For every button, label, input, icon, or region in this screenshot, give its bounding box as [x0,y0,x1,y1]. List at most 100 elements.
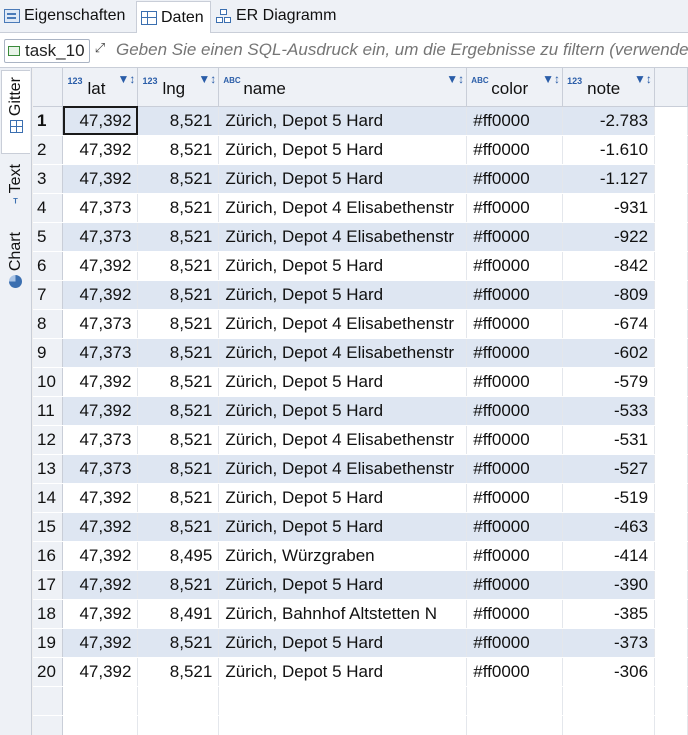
grid-cell-color[interactable]: #ff0000 [466,338,564,368]
tab-daten[interactable]: Daten [136,1,211,33]
grid-cell-lat[interactable]: 47,392 [62,135,139,165]
grid-cell-name[interactable]: Zürich, Depot 5 Hard [218,251,468,281]
grid-cell-lng[interactable]: 8,521 [137,396,220,426]
grid-cell-color[interactable]: #ff0000 [466,222,564,252]
grid-cell-note[interactable]: -519 [562,483,656,513]
table-row[interactable]: 16 47,392 8,495 Zürich, Würzgraben #ff0000 -4… [33,541,688,571]
filter-sort-icon[interactable]: ▼↕ [446,72,465,86]
grid-cell-name[interactable]: Zürich, Depot 4 Elisabethenstr [218,222,468,252]
grid-cell-lat[interactable]: 47,373 [62,193,139,223]
grid-cell-lng[interactable]: 8,521 [137,280,220,310]
grid-cell-lng[interactable]: 8,521 [137,454,220,484]
grid-cell-note[interactable]: -809 [562,280,656,310]
grid-cell-lat[interactable]: 47,392 [62,657,139,687]
filter-sort-icon[interactable]: ▼↕ [634,72,652,86]
grid-cell-note[interactable]: -1.610 [562,135,656,165]
row-number[interactable]: 9 [33,338,64,368]
grid-cell-name[interactable]: Zürich, Depot 5 Hard [218,512,468,542]
grid-cell-name[interactable]: Zürich, Depot 5 Hard [218,657,468,687]
grid-cell-lng[interactable]: 8,521 [137,222,220,252]
filter-sort-icon[interactable]: ▼↕ [542,72,561,86]
grid-cell-color[interactable]: #ff0000 [466,106,564,136]
grid-cell-lng[interactable]: 8,521 [137,483,220,513]
grid-cell-lng[interactable]: 8,521 [137,657,220,687]
grid-cell-lng[interactable]: 8,521 [137,425,220,455]
grid-cell-lng[interactable]: 8,491 [137,599,220,629]
row-number[interactable]: 13 [33,454,64,484]
grid-cell-lat[interactable]: 47,392 [62,396,139,426]
column-header-note[interactable]: 123 note ▼↕ [562,68,656,107]
grid-cell-note[interactable]: -1.127 [562,164,656,194]
row-number[interactable]: 20 [33,657,64,687]
row-number[interactable]: 8 [33,309,64,339]
grid-cell-lat[interactable]: 47,392 [62,628,139,658]
grid-cell-lat[interactable]: 47,392 [62,106,139,136]
table-row[interactable]: 10 47,392 8,521 Zürich, Depot 5 Hard #ff0000… [33,367,688,397]
table-row[interactable]: 8 47,373 8,521 Zürich, Depot 4 Elisabethens… [33,309,688,339]
grid-cell-lng[interactable]: 8,521 [137,193,220,223]
grid-cell-lat[interactable]: 47,392 [62,599,139,629]
grid-cell-lat[interactable]: 47,392 [62,367,139,397]
grid-cell-lat[interactable]: 47,392 [62,570,139,600]
row-number[interactable]: 7 [33,280,64,310]
sql-filter-input[interactable] [116,39,688,61]
grid-cell-lng[interactable]: 8,521 [137,106,220,136]
grid-cell-name[interactable]: Zürich, Depot 5 Hard [218,106,468,136]
row-number[interactable]: 2 [33,135,64,165]
grid-cell-lat[interactable]: 47,373 [62,338,139,368]
column-header-color[interactable]: ABC color ▼↕ [466,68,564,107]
table-row[interactable]: 13 47,373 8,521 Zürich, Depot 4 Elisabethen… [33,454,688,484]
grid-cell-color[interactable]: #ff0000 [466,164,564,194]
row-number[interactable]: 19 [33,628,64,658]
tab-gitter[interactable]: Gitter [1,70,30,154]
grid-cell-note[interactable]: -533 [562,396,656,426]
grid-cell-name[interactable]: Zürich, Depot 4 Elisabethenstr [218,309,468,339]
grid-cell-lng[interactable]: 8,521 [137,135,220,165]
grid-cell-lat[interactable]: 47,373 [62,425,139,455]
grid-cell-note[interactable]: -602 [562,338,656,368]
grid-cell-name[interactable]: Zürich, Depot 4 Elisabethenstr [218,193,468,223]
row-number[interactable]: 14 [33,483,64,513]
grid-cell-color[interactable]: #ff0000 [466,657,564,687]
grid-cell-note[interactable]: -527 [562,454,656,484]
grid-cell-name[interactable]: Zürich, Depot 5 Hard [218,280,468,310]
grid-cell-color[interactable]: #ff0000 [466,425,564,455]
grid-cell-lng[interactable]: 8,521 [137,512,220,542]
row-number[interactable]: 10 [33,367,64,397]
grid-cell-note[interactable]: -579 [562,367,656,397]
grid-cell-name[interactable]: Zürich, Depot 4 Elisabethenstr [218,454,468,484]
grid-cell-lat[interactable]: 47,392 [62,280,139,310]
table-row[interactable]: 19 47,392 8,521 Zürich, Depot 5 Hard #ff0000… [33,628,688,658]
grid-cell-lat[interactable]: 47,392 [62,541,139,571]
grid-cell-color[interactable]: #ff0000 [466,483,564,513]
grid-cell-note[interactable]: -385 [562,599,656,629]
row-number[interactable]: 17 [33,570,64,600]
grid-cell-note[interactable]: -531 [562,425,656,455]
row-number[interactable]: 1 [33,106,64,136]
grid-cell-lng[interactable]: 8,521 [137,251,220,281]
table-row[interactable]: 6 47,392 8,521 Zürich, Depot 5 Hard #ff0000-… [33,251,688,281]
tab-chart[interactable]: Chart [1,228,30,294]
grid-cell-note[interactable]: -2.783 [562,106,656,136]
grid-cell-name[interactable]: Zürich, Depot 4 Elisabethenstr [218,425,468,455]
table-row[interactable]: 2 47,392 8,521 Zürich, Depot 5 Hard #ff0000-… [33,135,688,165]
table-row[interactable]: 9 47,373 8,521 Zürich, Depot 4 Elisabethens… [33,338,688,368]
table-row[interactable]: 7 47,392 8,521 Zürich, Depot 5 Hard #ff0000-… [33,280,688,310]
row-number[interactable]: 6 [33,251,64,281]
table-row[interactable]: 5 47,373 8,521 Zürich, Depot 4 Elisabethens… [33,222,688,252]
table-row[interactable]: 4 47,373 8,521 Zürich, Depot 4 Elisabethens… [33,193,688,223]
grid-cell-color[interactable]: #ff0000 [466,309,564,339]
row-number[interactable]: 18 [33,599,64,629]
table-row[interactable]: 11 47,392 8,521 Zürich, Depot 5 Hard #ff0000… [33,396,688,426]
grid-cell-name[interactable]: Zürich, Depot 5 Hard [218,164,468,194]
grid-cell-lng[interactable]: 8,521 [137,570,220,600]
grid-cell-note[interactable]: -414 [562,541,656,571]
filter-sort-icon[interactable]: ▼↕ [198,72,217,86]
column-header-lng[interactable]: 123 lng ▼↕ [137,68,220,107]
expand-icon[interactable]: ⤢ [94,40,106,55]
tab-eigenschaften[interactable]: Eigenschaften [0,1,136,31]
grid-cell-lng[interactable]: 8,521 [137,164,220,194]
grid-cell-note[interactable]: -390 [562,570,656,600]
grid-cell-color[interactable]: #ff0000 [466,396,564,426]
grid-cell-color[interactable]: #ff0000 [466,454,564,484]
